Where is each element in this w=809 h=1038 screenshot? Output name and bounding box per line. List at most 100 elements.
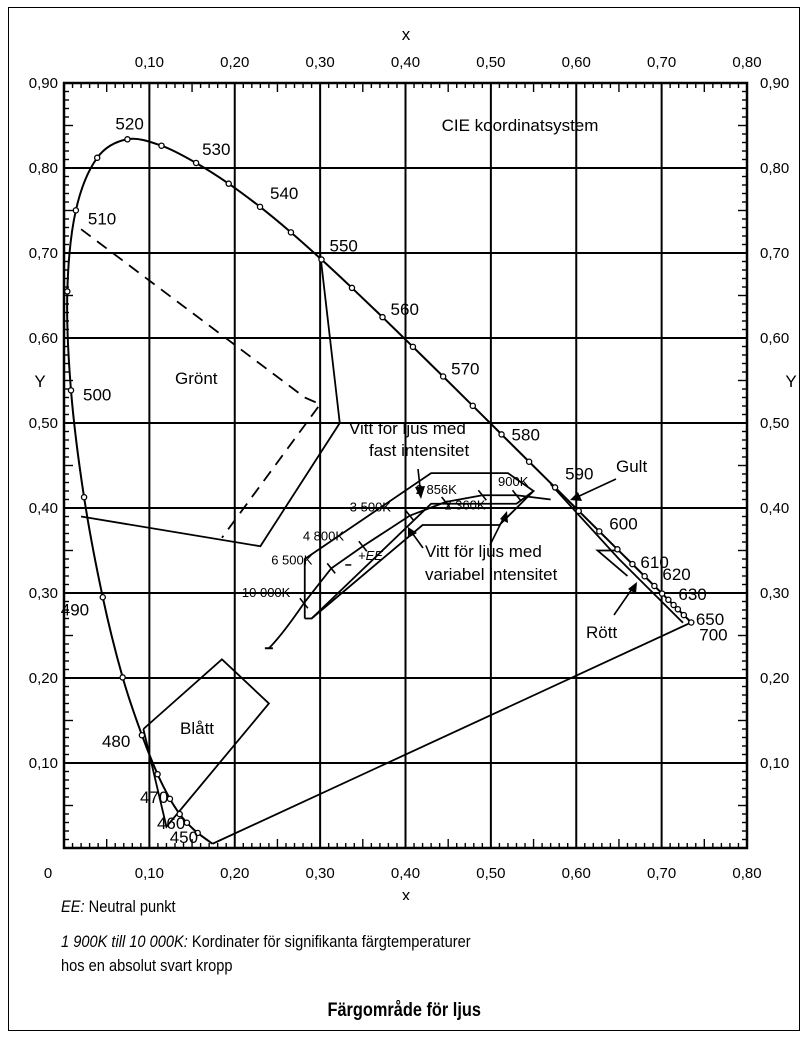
locus-marker xyxy=(154,770,161,778)
wavelength-label: 500 xyxy=(83,385,111,404)
chart-labels: CIE koordinatsystem x x Y Y Grönt Blått … xyxy=(34,25,796,900)
wavelength-label: 650 xyxy=(696,610,724,629)
x-tick-label-bottom: 0,50 xyxy=(476,865,505,882)
locus-marker xyxy=(348,284,356,292)
region-white-variable xyxy=(311,490,535,620)
locus-marker xyxy=(176,810,183,818)
locus-marker xyxy=(688,619,695,626)
x-tick-label-top: 0,20 xyxy=(220,54,249,71)
x-tick-label-bottom: 0,70 xyxy=(647,865,676,882)
wavelength-label: 580 xyxy=(512,425,540,444)
locus-marker xyxy=(318,256,325,263)
arrow-yellow-head xyxy=(570,492,582,501)
temperature-label: 2 856K xyxy=(416,482,458,497)
arrow-red xyxy=(613,585,635,616)
wavelength-label: 610 xyxy=(640,553,668,572)
locus-marker xyxy=(379,313,386,321)
locus-marker xyxy=(93,154,101,162)
wavelength-label: 520 xyxy=(115,114,143,133)
locus-marker xyxy=(651,582,658,590)
y-tick-label-left: 0,90 xyxy=(29,75,58,92)
y-tick-label-right: 0,20 xyxy=(760,670,789,687)
locus-marker xyxy=(596,528,603,535)
wavelength-label: 600 xyxy=(609,514,637,533)
y-tick-label-left: 0,20 xyxy=(29,670,58,687)
x-tick-label-bottom: 0,30 xyxy=(306,865,335,882)
annotation-variable-1: Vitt för ljus med xyxy=(425,542,542,561)
region-label-green: Grönt xyxy=(175,369,218,388)
chart-title: CIE koordinatsystem xyxy=(442,116,599,135)
locus-marker xyxy=(158,142,165,149)
spectral-locus-curve xyxy=(66,137,692,845)
locus-marker xyxy=(551,484,559,491)
locus-marker xyxy=(575,507,582,515)
y-tick-label-right: 0,80 xyxy=(760,160,789,177)
locus-marker xyxy=(525,458,533,466)
wavelength-label: 620 xyxy=(662,565,690,584)
x-tick-label-bottom: 0,10 xyxy=(135,865,164,882)
purple-line xyxy=(212,621,692,845)
locus-marker xyxy=(498,431,505,438)
y-tick-label-right: 0,10 xyxy=(760,755,789,772)
locus-marker xyxy=(674,605,682,613)
arrow-variable-intensity-head xyxy=(408,527,417,538)
locus-marker xyxy=(192,159,200,167)
wavelength-label: 510 xyxy=(88,209,116,228)
temperature-label: 10 000K xyxy=(242,585,291,600)
note-temp-text2: hos en absolut svart kropp xyxy=(61,956,233,975)
locus-marker xyxy=(665,596,672,604)
y-tick-label-right: 0,40 xyxy=(760,500,789,517)
locus-marker xyxy=(256,203,264,211)
note-color-temperatures: 1 900K till 10 000K: Kordinater för sign… xyxy=(61,932,471,952)
temperature-tick xyxy=(441,496,451,508)
annotation-fixed-2: fast intensitet xyxy=(369,441,469,460)
locus-marker xyxy=(194,829,201,837)
locus-marker xyxy=(67,387,75,394)
locus-marker xyxy=(670,601,677,609)
x-tick-label-top: 0,40 xyxy=(391,54,420,71)
x-tick-label-bottom: 0,40 xyxy=(391,865,420,882)
locus-marker xyxy=(225,180,232,187)
region-red-notch xyxy=(595,549,629,577)
temperature-tick xyxy=(511,489,522,501)
temperature-label: 4 800K xyxy=(303,528,345,543)
note-temp-term: 1 900K till 10 000K: xyxy=(61,932,188,951)
locus-marker xyxy=(629,560,636,568)
temperature-label: 2 360K xyxy=(444,497,486,512)
x-axis-label-top: x xyxy=(402,25,411,44)
region-blue-outline xyxy=(142,658,271,829)
y-axis-label-right: Y xyxy=(785,372,796,391)
note-neutral-point: EE: Neutral punkt xyxy=(61,897,176,917)
y-tick-label-left: 0,70 xyxy=(29,245,58,262)
locus-marker xyxy=(183,819,191,827)
x-tick-label-top: 0,10 xyxy=(135,54,164,71)
locus-marker xyxy=(80,493,88,501)
y-tick-label-left: 0,50 xyxy=(29,415,58,432)
region-label-red: Rött xyxy=(586,623,617,642)
caption-text: Färgområde för ljus xyxy=(327,1000,482,1021)
note-color-temperatures-2: hos en absolut svart kropp xyxy=(61,956,232,976)
figure-frame xyxy=(8,7,800,1031)
locus-marker xyxy=(124,136,131,143)
wavelength-label: 700 xyxy=(699,625,727,644)
temperature-tick xyxy=(299,597,309,609)
arrow-fixed-intensity-head xyxy=(415,486,425,499)
locus-marker xyxy=(99,594,107,601)
arrow-variable-intensity-2-head xyxy=(500,511,508,523)
locus-marker xyxy=(138,731,146,739)
locus-marker xyxy=(658,590,666,597)
region-label-yellow: Gult xyxy=(616,457,647,476)
temperature-label: 6 500K xyxy=(271,552,313,567)
locus-marker xyxy=(469,402,477,410)
locus-marker xyxy=(64,288,71,295)
locus-marker xyxy=(409,343,417,351)
region-yellow-red-line xyxy=(549,483,684,624)
locus-marker xyxy=(680,611,688,619)
locus-marker xyxy=(641,573,648,580)
x-tick-label-top: 0,50 xyxy=(476,54,505,71)
temp-label-900k: 900K xyxy=(498,474,529,489)
wavelength-label: 570 xyxy=(451,360,479,379)
wavelength-label: 590 xyxy=(565,464,593,483)
y-tick-label-left: 0,60 xyxy=(29,330,58,347)
x-tick-label-top: 0,70 xyxy=(647,54,676,71)
